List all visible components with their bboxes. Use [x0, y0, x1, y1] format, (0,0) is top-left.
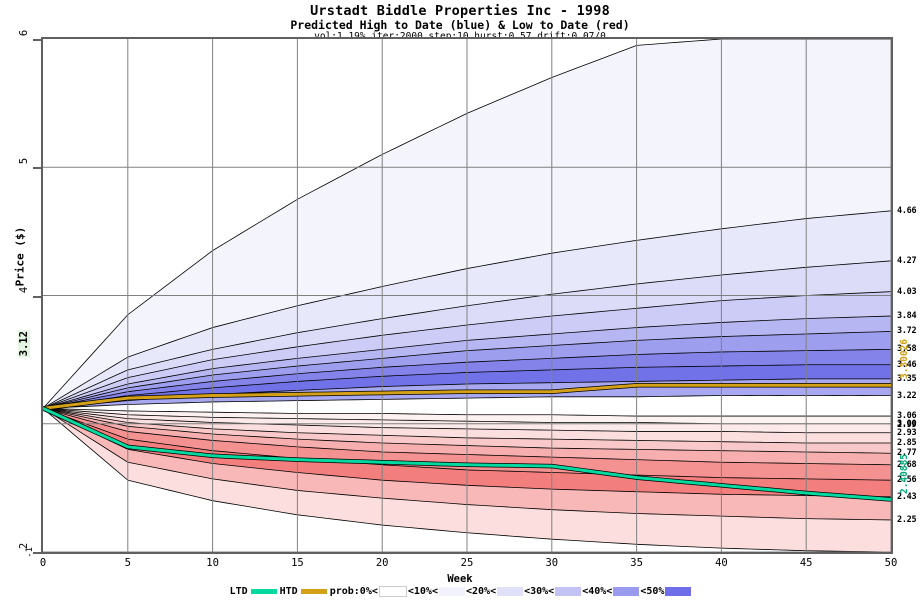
legend-swatch-1	[438, 587, 465, 596]
x-tick-5: 5	[124, 557, 131, 569]
y-tick-mark-4	[33, 295, 41, 298]
y-tick-mark-6	[33, 39, 41, 41]
right-value-label-2.99: 2.99	[897, 420, 917, 431]
band-blue-20pct	[43, 260, 891, 409]
y-tick-5: 5	[18, 158, 30, 165]
legend-swatch-0	[378, 586, 407, 597]
legend-swatch-3	[555, 587, 582, 596]
chart-subtitle: Predicted High to Date (blue) & Low to D…	[290, 18, 630, 32]
right-value-label-3.46: 3.46	[897, 359, 917, 370]
legend-label-3: <30%<	[524, 586, 555, 597]
right-value-label-4.66: 4.66	[897, 205, 917, 216]
band-blue-45pct	[43, 364, 891, 409]
band-red-outer	[43, 408, 891, 552]
plot-inner	[43, 39, 891, 552]
right-value-label-2.56: 2.56	[897, 475, 917, 486]
right-value-label-3.00: 3.00	[897, 418, 917, 429]
chart-parameters: vol:1.19% iter:2000 step:10 hurst:0.57 d…	[0, 31, 920, 42]
htd-line	[43, 383, 891, 410]
legend-swatch-htd	[300, 589, 327, 594]
band-blue-35pct	[43, 331, 891, 409]
right-value-label-3.72: 3.72	[897, 326, 917, 337]
x-tick-0: 0	[39, 557, 47, 569]
plot-area	[41, 37, 893, 554]
band-red-35pct	[43, 408, 891, 465]
right-value-label-2.43: 2.43	[897, 491, 917, 502]
legend-label-4: <40%<	[582, 586, 613, 597]
band-blue-10pct	[43, 210, 891, 409]
x-tick-20: 20	[375, 557, 389, 569]
x-tick-35: 35	[630, 557, 643, 569]
band-blue-25pct	[43, 291, 891, 409]
chart-legend: LTD HTD prob:0%< <10%< <20%< <30%< <40%< <50%	[0, 586, 920, 597]
right-value-label-4.27: 4.27	[897, 255, 917, 266]
band-red-45pct	[43, 408, 891, 443]
y-tick-mark-5	[33, 167, 41, 170]
x-tick-30: 30	[545, 557, 559, 569]
legend-label-htd: HTD	[279, 586, 298, 597]
chart-canvas	[43, 39, 891, 552]
right-value-label-2.85: 2.85	[897, 437, 917, 448]
right-value-label-3.22: 3.22	[897, 390, 917, 401]
right-value-label-2.25: 2.25	[897, 514, 917, 525]
right-value-label-3.06: 3.06	[897, 411, 917, 422]
band-red-40pct	[43, 408, 891, 454]
y-tick-4: 4	[18, 286, 30, 293]
ltd-value-tag: 2.40885	[899, 453, 910, 494]
right-value-label-3.58: 3.58	[897, 344, 917, 355]
legend-label-ltd: LTD	[229, 586, 248, 597]
x-tick-15: 15	[291, 557, 304, 569]
x-axis-label: Week	[447, 573, 473, 585]
chart-title: Urstadt Biddle Properties Inc - 1998	[310, 3, 610, 19]
legend-label-1: <10%<	[407, 586, 438, 597]
start-price-label: 3.12	[18, 330, 30, 358]
right-value-label-4.03: 4.03	[897, 286, 917, 297]
y-tick-2: 2	[18, 542, 30, 550]
right-value-label-2.77: 2.77	[897, 448, 917, 459]
y-tick-6: 6	[18, 29, 30, 37]
legend-swatch-4	[613, 587, 640, 596]
x-tick-40: 40	[715, 557, 728, 569]
legend-swatch-2	[497, 587, 524, 596]
x-tick-10: 10	[206, 557, 219, 569]
x-tick-25: 25	[460, 557, 474, 569]
ltd-line	[43, 406, 891, 501]
x-tick-50: 50	[884, 557, 898, 569]
right-value-label-2.68: 2.68	[897, 459, 917, 470]
band-red-50pct	[43, 408, 891, 433]
right-value-label-2.93: 2.93	[897, 427, 917, 438]
legend-label-2: <20%<	[465, 586, 497, 597]
right-value-label-3.84: 3.84	[897, 311, 917, 322]
legend-swatch-5	[665, 587, 692, 596]
legend-label-0: prob:0%<	[329, 586, 378, 597]
band-blue-40pct	[43, 349, 891, 409]
legend-swatch-ltd	[250, 589, 277, 594]
x-tick-45: 45	[799, 557, 813, 569]
y-tick-mark-2	[33, 552, 41, 554]
right-value-label-3.35: 3.35	[897, 373, 917, 384]
htd-value-tag: 3.30026	[899, 339, 910, 380]
band-red-30pct	[43, 408, 891, 481]
legend-label-5: <50%	[640, 586, 665, 597]
